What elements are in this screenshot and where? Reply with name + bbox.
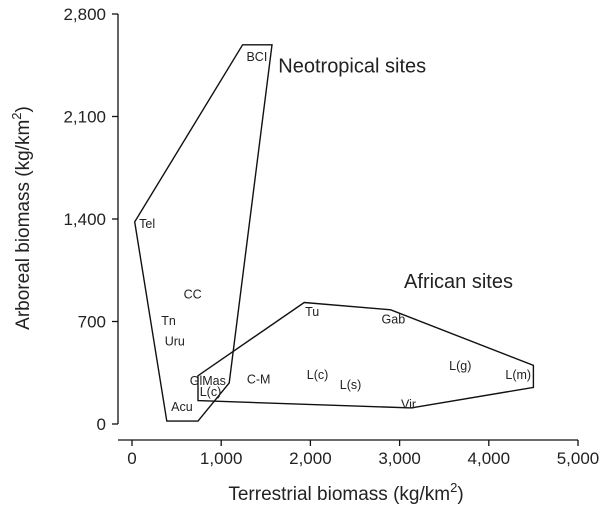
x-tick-label: 1,000: [200, 449, 243, 468]
group-annotation: African sites: [404, 271, 513, 293]
x-tick-label: 3,000: [378, 449, 421, 468]
x-axis-title: Terrestrial biomass (kg/km2): [228, 480, 463, 505]
site-label: L(c): [307, 368, 329, 382]
site-label: GlMas: [190, 374, 226, 388]
x-tick-label: 0: [127, 449, 136, 468]
site-label: Acu: [171, 400, 193, 414]
y-tick-label: 0: [97, 415, 106, 434]
african-hull: [197, 301, 535, 409]
site-label: CC: [184, 287, 202, 301]
y-axis-title: Arboreal biomass (kg/km2): [9, 106, 34, 330]
site-label: Gab: [382, 312, 406, 326]
site-label: L(s): [340, 378, 362, 392]
site-label: Tn: [161, 314, 176, 328]
x-tick-label: 2,000: [289, 449, 332, 468]
site-label: Tel: [139, 217, 155, 231]
y-tick-label: 2,800: [63, 5, 106, 24]
x-tick-label: 4,000: [468, 449, 511, 468]
site-label: Uru: [165, 334, 185, 348]
y-ticks: 0 700 1,400 2,100 2,800: [63, 5, 118, 434]
x-tick-label: 5,000: [557, 449, 600, 468]
site-label: L(m): [505, 368, 531, 382]
site-label: Vir: [401, 397, 416, 411]
site-label: C-M: [247, 372, 271, 386]
y-tick-label: 700: [78, 313, 106, 332]
site-label: L(c): [200, 385, 222, 399]
y-tick-label: 1,400: [63, 210, 106, 229]
group-annotations: Neotropical sites African sites: [278, 56, 513, 293]
neotropical-hull: [133, 44, 273, 422]
site-label: Tu: [305, 305, 319, 319]
hull-layer: [133, 44, 535, 422]
x-ticks: 0 1,000 2,000 3,000 4,000 5,000: [127, 440, 599, 468]
site-label: L(g): [449, 359, 471, 373]
group-annotation: Neotropical sites: [278, 56, 426, 78]
site-label: BCI: [246, 50, 267, 64]
y-tick-label: 2,100: [63, 108, 106, 127]
